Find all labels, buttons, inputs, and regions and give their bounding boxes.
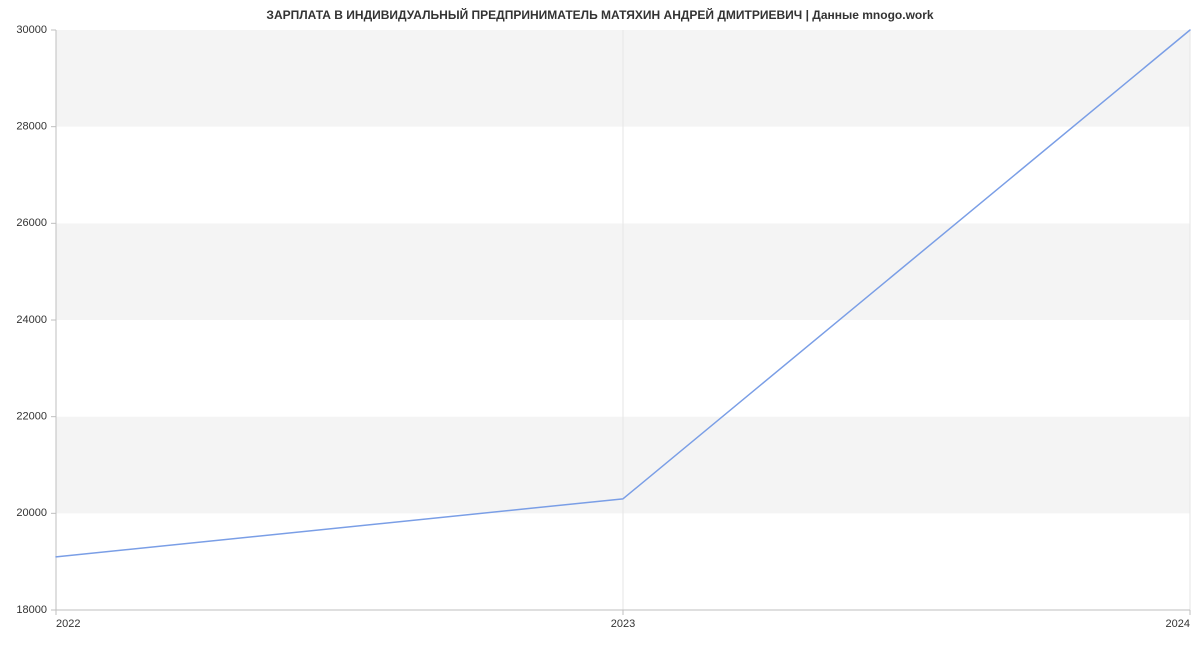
x-tick-label: 2023 [611,618,635,630]
y-tick-label: 18000 [16,604,47,616]
y-tick-label: 24000 [16,314,47,326]
y-tick-label: 28000 [16,121,47,133]
x-tick-label: 2024 [1166,618,1190,630]
y-tick-label: 26000 [16,217,47,229]
y-tick-label: 22000 [16,411,47,423]
x-tick-label: 2022 [56,618,80,630]
salary-line-chart: ЗАРПЛАТА В ИНДИВИДУАЛЬНЫЙ ПРЕДПРИНИМАТЕЛ… [0,0,1200,650]
y-tick-label: 30000 [16,24,47,36]
chart-svg: 18000 20000 22000 24000 26000 28000 30000 2022 2… [0,0,1200,650]
y-tick-label: 20000 [16,507,47,519]
